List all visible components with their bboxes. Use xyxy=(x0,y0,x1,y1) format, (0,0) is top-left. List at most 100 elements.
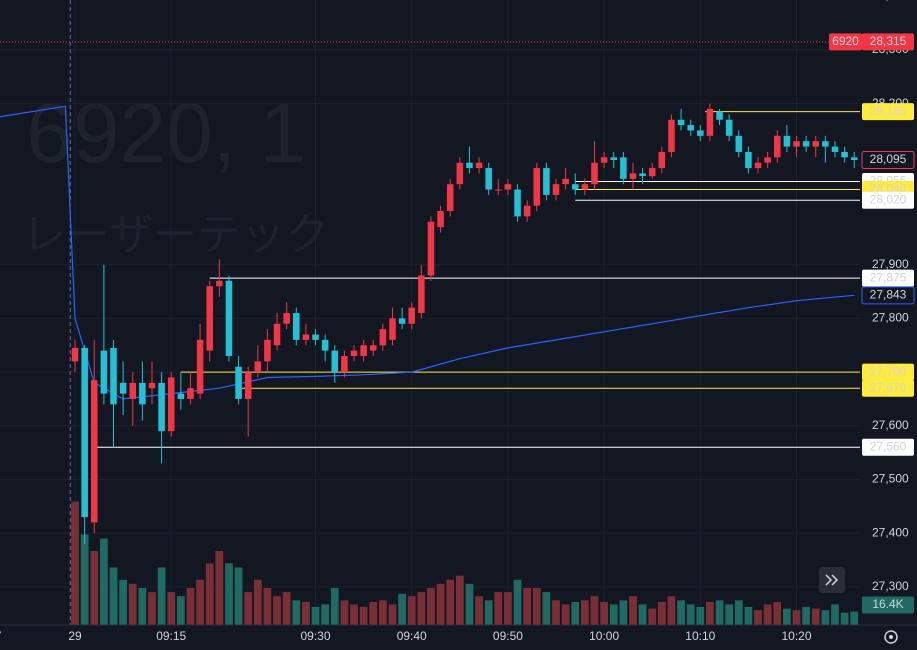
volume-bar xyxy=(398,593,406,625)
candle-body xyxy=(802,141,810,147)
volume-bar xyxy=(754,610,762,625)
candle-body xyxy=(620,157,627,179)
volume-bar xyxy=(71,501,79,625)
volume-bar xyxy=(648,608,657,625)
candle-body xyxy=(369,345,377,351)
volume-bar xyxy=(667,596,676,625)
level-label: 28,020 xyxy=(870,192,907,206)
candle-body xyxy=(591,162,598,185)
volume-bar xyxy=(167,592,176,625)
scroll-button[interactable] xyxy=(819,567,845,593)
candle-body xyxy=(139,382,146,405)
candle-body xyxy=(321,339,329,351)
volume-bar xyxy=(109,567,118,625)
level-label-box xyxy=(862,191,914,209)
candle-body xyxy=(668,119,675,152)
volume-bar xyxy=(157,567,166,625)
volume-bar xyxy=(831,604,839,625)
x-tick-label: 29 xyxy=(68,629,82,643)
volume-bar xyxy=(90,550,99,625)
candle-body xyxy=(119,382,127,394)
candle-body xyxy=(129,382,137,399)
y-tick-label: 27,800 xyxy=(872,311,909,325)
candle-body xyxy=(264,339,271,362)
x-tick-label: 10:10 xyxy=(685,629,715,643)
candle-body xyxy=(216,280,223,287)
candle-body xyxy=(687,125,694,131)
candle-body xyxy=(187,388,194,399)
candle-body xyxy=(822,141,829,147)
volume-bar xyxy=(657,601,666,625)
volume-bar xyxy=(205,563,214,625)
volume-bar xyxy=(359,606,368,625)
y-tick-label: 27,900 xyxy=(872,257,909,271)
volume-bar xyxy=(176,596,185,625)
volume-label: 16.4K xyxy=(872,597,903,611)
price-pane xyxy=(0,41,860,544)
volume-bar xyxy=(590,596,599,625)
volume-bar xyxy=(311,606,320,625)
candle-body xyxy=(437,211,444,228)
level-label-box xyxy=(862,438,914,456)
candle-body xyxy=(812,141,820,147)
candle-body xyxy=(100,350,108,394)
candle-body xyxy=(485,168,492,190)
volume-bar xyxy=(80,534,89,625)
settings-button[interactable] xyxy=(884,630,898,644)
candle-body xyxy=(697,130,704,136)
ref-label-box xyxy=(862,33,914,51)
name-watermark: レーザーテック xyxy=(22,211,329,260)
level-label-box xyxy=(862,379,914,397)
volume-bar xyxy=(609,604,618,625)
volume-bar xyxy=(725,604,734,625)
volume-bar xyxy=(850,611,859,625)
level-label-box xyxy=(862,103,914,121)
candle-body xyxy=(495,189,502,191)
candle-body xyxy=(167,377,175,432)
candle-body xyxy=(341,355,348,373)
candle-body xyxy=(850,157,858,161)
candle-body xyxy=(177,393,185,399)
volume-bar xyxy=(340,600,349,625)
candle-body xyxy=(446,184,454,212)
candle-body xyxy=(350,350,358,356)
candle-body xyxy=(639,173,646,177)
candle-body xyxy=(735,135,743,152)
volume-bar xyxy=(225,563,233,625)
volume-bar xyxy=(744,606,753,625)
candle-body xyxy=(331,350,339,373)
volume-bar xyxy=(378,600,387,625)
level-label-box xyxy=(862,363,914,381)
volume-bar xyxy=(532,587,541,625)
candle-body xyxy=(774,135,781,158)
candle-body xyxy=(562,178,569,185)
volume-bar xyxy=(840,612,849,625)
x-tick-label: 10:20 xyxy=(781,629,811,643)
volume-bar xyxy=(215,550,224,625)
candle-body xyxy=(244,372,252,399)
volume-bar xyxy=(196,579,204,625)
volume-bar xyxy=(244,592,253,625)
symbol-watermark: 6920, 1 xyxy=(26,86,306,180)
level-label: 27,875 xyxy=(870,270,907,284)
candle-body xyxy=(389,318,396,340)
ma-label: 27,843 xyxy=(870,287,907,301)
candle-body xyxy=(514,189,521,217)
candle-body xyxy=(610,157,618,161)
candle-body xyxy=(581,184,589,190)
x-tick-label: 09:15 xyxy=(156,629,186,643)
x-tick-label: 10:00 xyxy=(589,629,619,643)
candle-body xyxy=(725,119,733,136)
candle-body xyxy=(283,313,290,324)
volume-bar xyxy=(686,604,695,625)
volume-bar xyxy=(811,608,820,625)
level-label: 27,670 xyxy=(870,380,907,394)
x-tick-label: 09:40 xyxy=(397,629,427,643)
candle-body xyxy=(91,380,98,523)
level-label: 28,185 xyxy=(870,104,907,118)
candle-body xyxy=(148,382,156,389)
candle-body xyxy=(533,168,541,206)
candle-body xyxy=(677,119,685,126)
volume-bar xyxy=(581,600,589,625)
